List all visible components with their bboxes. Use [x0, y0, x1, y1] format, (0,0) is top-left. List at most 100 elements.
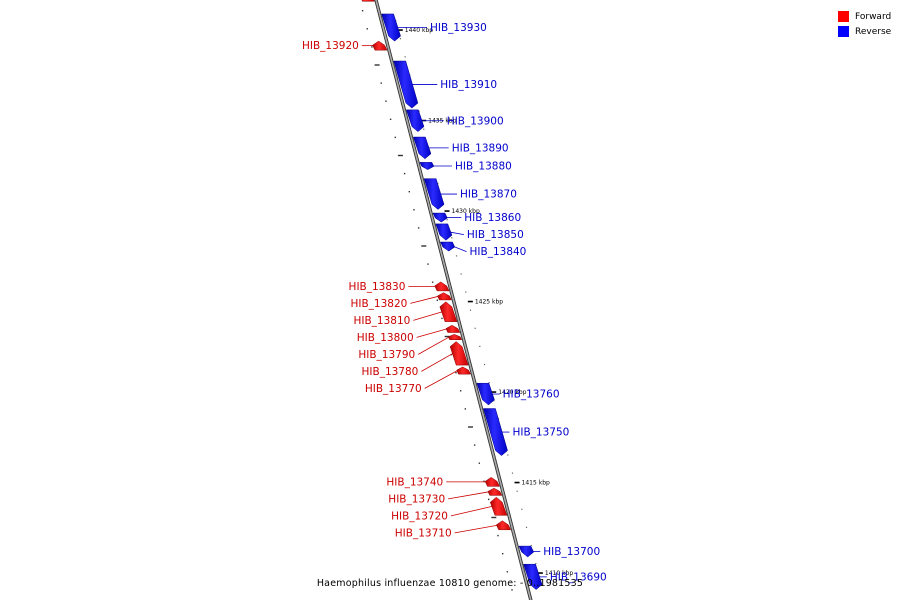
ruler-dot-right: [404, 56, 406, 58]
ruler-dot: [371, 46, 373, 48]
gene-label[interactable]: HIB_13850: [467, 229, 524, 241]
gene-arrow[interactable]: [432, 212, 448, 223]
gene-leader-line: [448, 491, 489, 500]
ruler-dot-right: [474, 327, 476, 329]
gene-leader-line: [416, 328, 447, 338]
gene-label[interactable]: HIB_13860: [464, 212, 521, 224]
gene-arrow[interactable]: [447, 334, 463, 341]
ruler-dot-right: [511, 472, 514, 474]
gene-arrow[interactable]: [518, 545, 535, 558]
ruler-dot-right: [479, 345, 481, 347]
gene-arrow[interactable]: [489, 496, 508, 516]
gene-label[interactable]: HIB_13810: [353, 315, 410, 327]
gene-arrow[interactable]: [423, 178, 445, 210]
ruler-dot: [506, 571, 509, 573]
ruler-dot-right: [423, 128, 425, 130]
gene-arrow[interactable]: [372, 40, 388, 51]
kbp-tick-mark: [491, 391, 497, 393]
backbone-line: [375, 0, 532, 600]
gene-arrow[interactable]: [439, 301, 458, 322]
kbp-tick-mark: [467, 300, 473, 303]
gene-label[interactable]: HIB_13900: [447, 115, 504, 127]
gene-arrow[interactable]: [445, 324, 461, 333]
gene-label[interactable]: HIB_13710: [395, 527, 452, 539]
legend-label-forward: Forward: [855, 11, 892, 22]
ruler-dot: [394, 136, 396, 139]
gene-arrow[interactable]: [358, 0, 375, 2]
gene-label[interactable]: HIB_13690: [550, 571, 607, 583]
gene-label[interactable]: HIB_13820: [350, 298, 407, 310]
gene-leader-line: [453, 246, 467, 252]
ruler-dot-right: [525, 526, 528, 528]
gene-label[interactable]: HIB_13720: [391, 510, 448, 522]
ruler-dot-right: [446, 219, 448, 221]
gene-label[interactable]: HIB_13790: [358, 349, 415, 361]
gene-label[interactable]: HIB_13870: [460, 189, 517, 201]
gene-arrow[interactable]: [381, 13, 401, 42]
ruler-dot: [464, 408, 467, 410]
gene-label[interactable]: HIB_13740: [386, 476, 443, 488]
gene-arrow[interactable]: [434, 281, 450, 292]
ruler-dot: [389, 118, 392, 120]
gene-label[interactable]: HIB_13830: [349, 281, 406, 293]
ruler-dot: [491, 516, 497, 519]
gene-label[interactable]: HIB_13750: [512, 427, 569, 439]
gene-arrow[interactable]: [440, 241, 456, 252]
ruler-dot: [501, 553, 504, 555]
gene-arrow[interactable]: [483, 408, 508, 456]
gene-arrow[interactable]: [476, 382, 495, 406]
gene-arrow[interactable]: [456, 366, 471, 375]
gene-leader-line: [418, 336, 450, 355]
gene-label[interactable]: HIB_13770: [365, 383, 422, 395]
gene-arrow[interactable]: [393, 60, 419, 109]
legend: Forward Reverse: [838, 9, 891, 39]
gene-arrow[interactable]: [406, 109, 425, 132]
gene-label[interactable]: HIB_13920: [302, 40, 359, 52]
gene-label[interactable]: HIB_13930: [430, 22, 487, 34]
ruler-dot: [380, 82, 382, 84]
gene-label[interactable]: HIB_13700: [543, 546, 600, 558]
gene-label[interactable]: HIB_13760: [503, 389, 560, 401]
gene-arrow[interactable]: [449, 341, 469, 366]
ruler-dot-right: [530, 544, 532, 547]
gene-arrow[interactable]: [419, 162, 435, 170]
gene-label[interactable]: HIB_13880: [455, 161, 512, 173]
gene-arrow[interactable]: [484, 477, 500, 487]
ruler-dot: [417, 227, 420, 229]
kbp-tick-mark: [514, 481, 520, 484]
gene-label[interactable]: HIB_13780: [362, 366, 419, 378]
ruler-dot-right: [521, 508, 523, 510]
kbp-tick-mark: [444, 210, 450, 212]
kbp-tick-label: 1430 kbp: [452, 208, 480, 215]
gene-label[interactable]: HIB_13730: [388, 493, 445, 505]
ruler-dot: [478, 462, 481, 464]
ruler-dot-right: [465, 291, 467, 293]
ruler-dot: [444, 335, 450, 338]
ruler-dot-right: [469, 309, 472, 311]
gene-label[interactable]: HIB_13840: [470, 246, 527, 258]
kbp-tick-label: 1415 kbp: [522, 479, 550, 486]
genome-caption: Haemophilus influenzae 10810 genome: - 0…: [316, 578, 584, 589]
ruler-dot: [459, 390, 462, 392]
gene-arrow[interactable]: [435, 223, 453, 241]
ruler-dot-right: [516, 490, 518, 492]
gene-label[interactable]: HIB_13910: [440, 79, 497, 91]
ruler-dot: [431, 281, 434, 283]
ruler-dot-right: [488, 382, 490, 384]
gene-arrow[interactable]: [413, 136, 432, 160]
gene-arrow[interactable]: [437, 292, 452, 301]
gene-arrow[interactable]: [487, 487, 503, 496]
ruler-dot-right: [399, 38, 402, 40]
ruler-dot-right: [460, 273, 462, 275]
ruler-dot: [441, 317, 443, 320]
ruler-dot: [397, 154, 403, 157]
ruler-dot-right: [535, 563, 537, 565]
gene-label[interactable]: HIB_13800: [357, 332, 414, 344]
ruler-dot: [436, 299, 438, 301]
gene-arrow[interactable]: [496, 520, 512, 531]
gene-arrow[interactable]: [523, 563, 543, 590]
ruler-dot: [487, 498, 490, 501]
forward-swatch: [838, 11, 849, 22]
kbp-tick-label: 1410 kbp: [545, 570, 573, 577]
gene-label[interactable]: HIB_13890: [452, 142, 509, 154]
